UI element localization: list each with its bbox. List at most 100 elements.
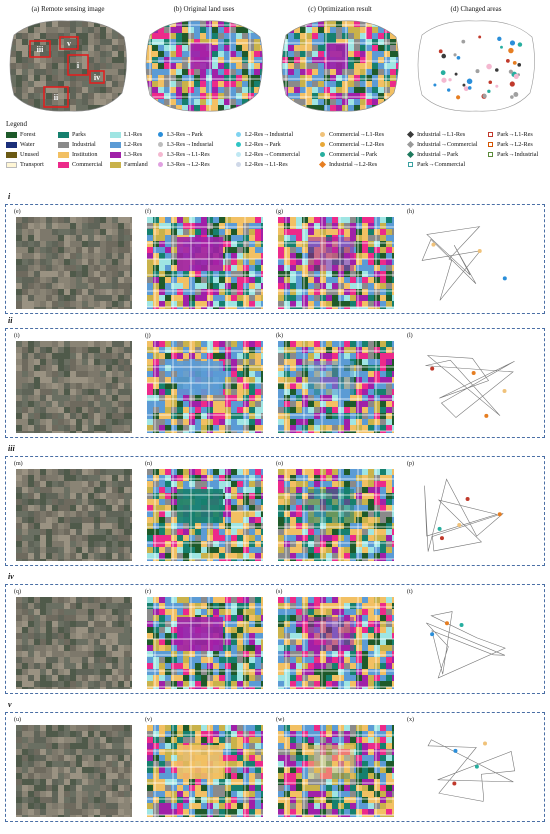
land-use-map (278, 469, 394, 561)
legend-swatch-icon (58, 161, 69, 168)
legend-label: Institution (72, 151, 98, 158)
region-box-v: v (59, 36, 79, 50)
legend-label: Transport (20, 161, 44, 168)
region-box-i: i (67, 54, 89, 76)
legend-marker-icon (408, 162, 413, 167)
optimization-result-map (281, 20, 399, 112)
legend-label: L3-Res→L1-Res (167, 151, 210, 158)
legend-item: Industrial→L1-Res (406, 130, 486, 139)
legend-marker-icon (488, 152, 493, 157)
remote-sensing-image: iii v i iv ii (9, 20, 127, 112)
legend-item: L2-Res→L1-Res (234, 160, 318, 169)
legend-label: L3-Res→L2-Res (167, 161, 210, 168)
land-use-map (278, 725, 394, 817)
changed-areas-map (417, 20, 535, 112)
detail-panel: (s) (276, 589, 394, 691)
svg-text:v: v (67, 39, 71, 48)
legend-marker-icon (406, 150, 415, 159)
detail-panel: (x) (407, 717, 525, 819)
legend-swatch-icon (110, 161, 121, 168)
legend-item: Forest (6, 130, 58, 139)
satellite-image (16, 341, 132, 433)
legend-item: Commercial→L1-Res (318, 130, 406, 139)
legend-item: Farmland (110, 160, 156, 169)
detail-row-ii: (i) (j) (k) (l) (5, 328, 545, 438)
land-use-map (147, 341, 263, 433)
legend-marker-icon (488, 142, 493, 147)
panel-a-caption: (a) Remote sensing image (31, 5, 105, 13)
legend-item: Institution (58, 150, 110, 159)
legend: Legend Forest Parks L1-Res L3-Res→Park L2-Re… (6, 120, 546, 198)
legend-marker-icon (406, 130, 415, 139)
legend-marker-icon (488, 132, 493, 137)
legend-item: Commercial→L2-Res (318, 140, 406, 149)
svg-text:iii: iii (37, 45, 44, 54)
detail-panel: (n) (145, 461, 263, 563)
detail-row-iii: (m) (n) (o) (p) (5, 456, 545, 566)
panel-label: (v) (145, 717, 152, 723)
satellite-image (16, 469, 132, 561)
detail-panel: (f) (145, 209, 263, 311)
legend-label: Commercial→Park (329, 151, 378, 158)
legend-item: Transport (6, 160, 58, 169)
legend-label: L3-Res→Indusrial (167, 141, 214, 148)
legend-label: L2-Res→Industrial (245, 131, 294, 138)
row-roman-label: iv (8, 572, 14, 581)
detail-panel: (q) (14, 589, 132, 691)
legend-item: Water (6, 140, 58, 149)
legend-label: Park→L1-Res (497, 131, 533, 138)
legend-swatch-icon (6, 161, 17, 168)
panel-label: (w) (276, 717, 285, 723)
legend-item: Park→Industrial (486, 150, 546, 159)
legend-marker-icon (406, 140, 415, 149)
region-box-iii: iii (29, 40, 51, 58)
legend-item: L2-Res→Industrial (234, 130, 318, 139)
legend-label: L2-Res→Park (245, 141, 281, 148)
legend-label: Industrial→L1-Res (417, 131, 466, 138)
legend-label: Forest (20, 131, 36, 138)
legend-label: Water (20, 141, 35, 148)
detail-panel: (j) (145, 333, 263, 435)
legend-marker-icon (158, 142, 163, 147)
legend-label: L2-Res→Commercial (245, 151, 300, 158)
panel-label: (h) (407, 209, 414, 215)
svg-text:i: i (77, 61, 80, 70)
legend-item: L3-Res→Park (156, 130, 234, 139)
panel-label: (s) (276, 589, 283, 595)
panel-label: (e) (14, 209, 21, 215)
detail-panel: (l) (407, 333, 525, 435)
panel-label: (p) (407, 461, 414, 467)
legend-swatch-icon (110, 131, 121, 138)
legend-marker-icon (236, 132, 241, 137)
panel-label: (f) (145, 209, 151, 215)
legend-marker-icon (320, 142, 325, 147)
panel-label: (o) (276, 461, 283, 467)
satellite-image (16, 217, 132, 309)
legend-swatch-icon (110, 141, 121, 148)
legend-label: Industrial→Commercial (417, 141, 478, 148)
legend-item: Industrial (58, 140, 110, 149)
land-use-map (147, 725, 263, 817)
legend-item: Park→L1-Res (486, 130, 546, 139)
detail-panel: (k) (276, 333, 394, 435)
legend-label: L1-Res (124, 131, 143, 138)
land-use-map (147, 217, 263, 309)
legend-item: L2-Res (110, 140, 156, 149)
legend-item: L3-Res→Indusrial (156, 140, 234, 149)
original-land-use-map (145, 20, 263, 112)
panel-label: (r) (145, 589, 151, 595)
legend-marker-icon (236, 142, 241, 147)
detail-row-iv: (q) (r) (s) (t) (5, 584, 545, 694)
legend-item: Park→Commercial (406, 160, 486, 169)
legend-item (486, 160, 546, 169)
detail-panel: (v) (145, 717, 263, 819)
land-use-map (147, 469, 263, 561)
legend-grid: Forest Parks L1-Res L3-Res→Park L2-Res→Indus… (6, 130, 546, 169)
detail-panel: (t) (407, 589, 525, 691)
panel-label: (k) (276, 333, 283, 339)
panel-b: (b) Original land uses (138, 4, 270, 116)
legend-label: Commercial→L2-Res (329, 141, 384, 148)
changed-area-outline (409, 341, 525, 433)
legend-marker-icon (320, 132, 325, 137)
legend-label: Park→Industrial (497, 151, 539, 158)
